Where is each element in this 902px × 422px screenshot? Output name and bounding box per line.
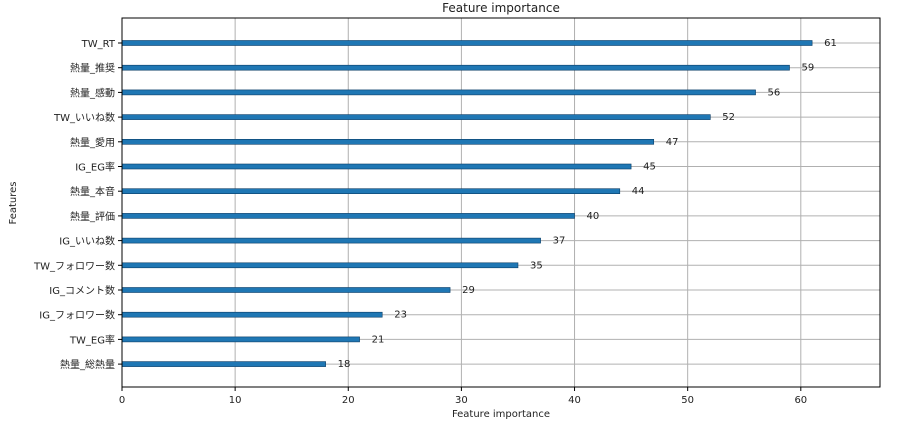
- x-axis-label: Feature importance: [452, 409, 550, 420]
- data-label: 21: [372, 334, 385, 345]
- y-tick-label: IG_いいね数: [59, 235, 115, 248]
- bar: [121, 139, 655, 145]
- y-tick-label: 熱量_本音: [70, 185, 115, 198]
- bar: [121, 89, 756, 96]
- bar: [121, 188, 621, 194]
- bar: [121, 114, 711, 120]
- y-tick-label: TW_RT: [81, 39, 116, 50]
- data-labels: 61 59 56 52 47 45 44 40 37 35 29 23 21 18: [338, 38, 837, 370]
- y-tick-label: 熱量_推奨: [70, 62, 115, 75]
- bar: [121, 311, 383, 318]
- y-tick-label: TW_EG率: [69, 333, 115, 346]
- bar: [121, 336, 360, 343]
- data-label: 18: [338, 359, 351, 370]
- y-axis-label: Features: [8, 182, 19, 225]
- bar: [121, 262, 519, 269]
- y-tick-label: TW_いいね数: [53, 111, 115, 124]
- bar: [121, 163, 632, 170]
- y-tick-label: TW_フォロワー数: [33, 259, 115, 272]
- data-label: 59: [801, 63, 814, 74]
- grid-lines: [121, 18, 880, 387]
- y-tick-label: 熱量_感動: [70, 86, 115, 99]
- y-tick-label: IG_コメント数: [49, 284, 115, 297]
- bar: [121, 287, 451, 293]
- x-tick-label: 10: [229, 395, 242, 406]
- data-label: 52: [722, 112, 735, 123]
- data-label: 23: [394, 310, 407, 321]
- data-label: 40: [587, 211, 600, 222]
- data-label: 47: [666, 137, 679, 148]
- data-label: 35: [530, 260, 543, 271]
- x-tick-label: 20: [342, 395, 355, 406]
- x-tick-label: 50: [681, 395, 694, 406]
- data-label: 61: [824, 38, 837, 49]
- data-label: 37: [553, 236, 566, 247]
- data-label: 44: [632, 186, 645, 197]
- data-label: 56: [768, 87, 781, 98]
- plot-frame: [121, 17, 881, 388]
- data-label: 45: [643, 162, 656, 173]
- y-tick-label: IG_フォロワー数: [39, 309, 115, 322]
- chart-title: Feature importance: [442, 1, 560, 15]
- x-tick-label: 40: [568, 395, 581, 406]
- bar: [121, 64, 790, 71]
- y-tick-label: 熱量_評価: [70, 210, 115, 223]
- x-tick-label: 0: [119, 395, 125, 406]
- bar: [121, 237, 541, 244]
- y-tick-label: IG_EG率: [75, 161, 115, 174]
- x-tick-label: 60: [794, 395, 807, 406]
- bar: [121, 40, 813, 46]
- x-tick-label: 30: [455, 395, 468, 406]
- bar: [121, 213, 575, 219]
- bars: [121, 40, 813, 367]
- y-tick-label: 熱量_愛用: [70, 136, 115, 149]
- bar: [121, 361, 326, 367]
- data-label: 29: [462, 285, 475, 296]
- y-tick-label: 熱量_総熱量: [60, 358, 115, 371]
- x-tick-labels: 0 10 20 30 40 50 60: [119, 387, 807, 406]
